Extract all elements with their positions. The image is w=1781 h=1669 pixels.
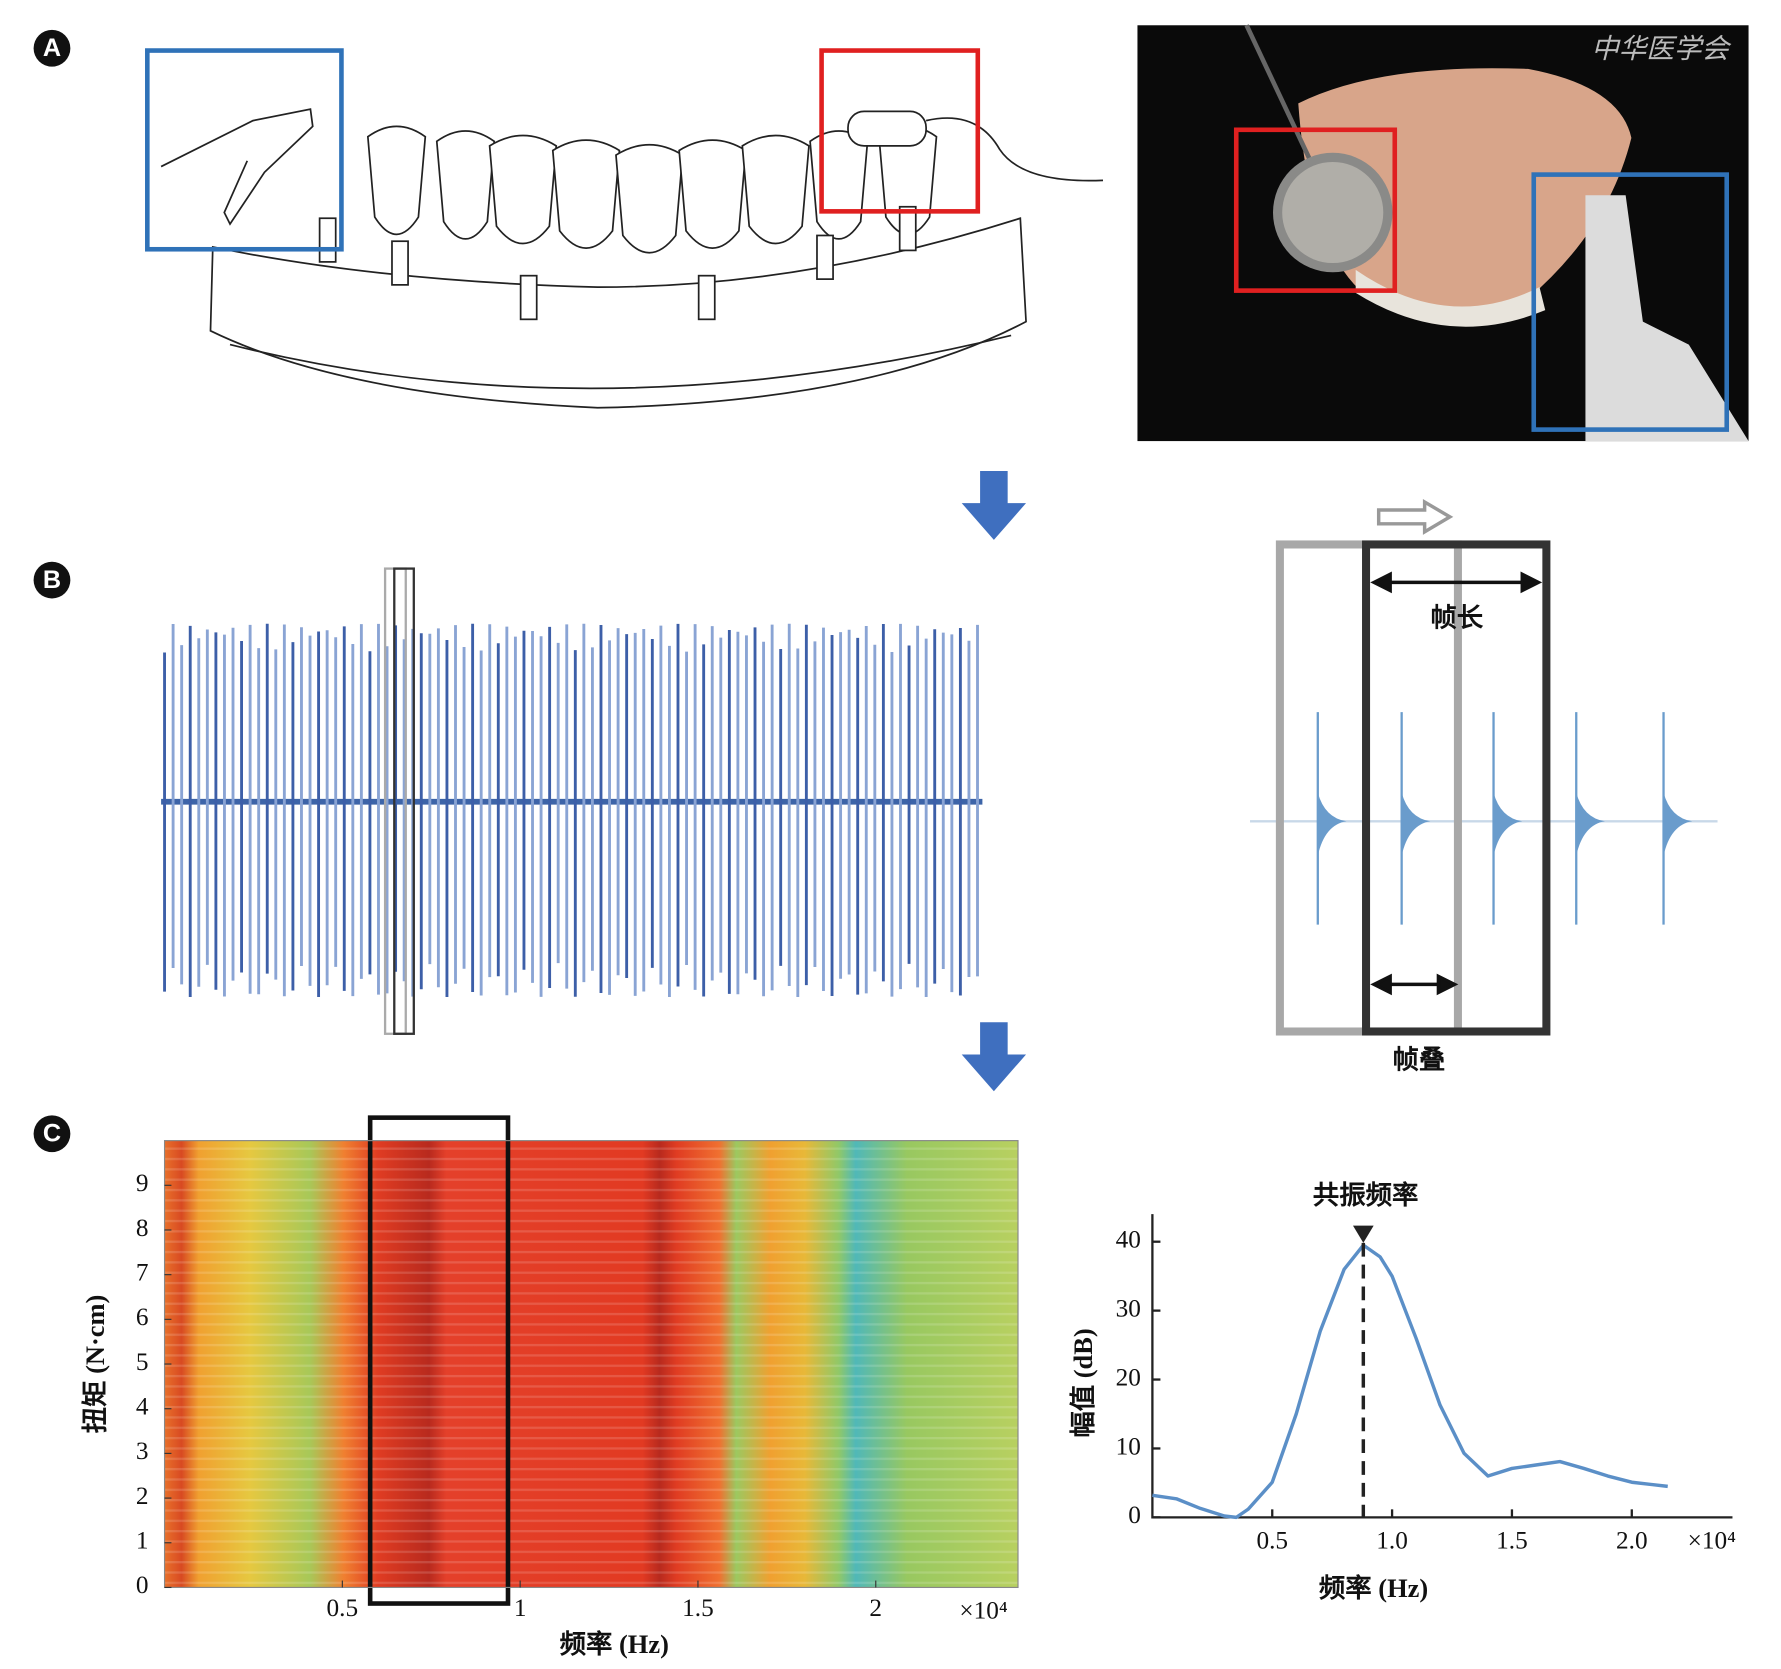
tooth [435, 130, 496, 240]
pulse-decay [1401, 792, 1431, 856]
svg-text:C: C [43, 1120, 61, 1148]
pulse-decay [1663, 792, 1693, 856]
pulse-decay [1317, 792, 1347, 856]
peak-marker [1352, 1225, 1374, 1243]
x-multiplier: ×10⁴ [1688, 1526, 1737, 1554]
panel-label: B [33, 561, 71, 599]
x-tick-label: 1.0 [1376, 1526, 1408, 1554]
implant [898, 205, 917, 252]
frame-overlap-arrow [1370, 973, 1459, 996]
tooth [366, 125, 427, 235]
y-tick-label: 9 [136, 1169, 149, 1197]
y-tick-label: 6 [136, 1303, 149, 1331]
y-tick-label: 40 [1116, 1225, 1141, 1253]
window-box [393, 567, 415, 1035]
pulse-decay [1576, 792, 1605, 856]
y-tick-label: 7 [136, 1258, 149, 1286]
shift-arrow [1376, 498, 1454, 535]
implant [816, 234, 834, 280]
panel-label: C [33, 1115, 71, 1153]
highlight-box [819, 48, 981, 214]
highlight-box [145, 48, 344, 252]
y-tick-label: 8 [136, 1214, 149, 1242]
x-axis-label: 频率 (Hz) [560, 1629, 669, 1659]
implant [519, 274, 538, 321]
watermark: 中华医学会 [1591, 33, 1732, 64]
x-tick-label: 2.0 [1616, 1526, 1648, 1554]
x-tick-label: 1.5 [1496, 1526, 1528, 1554]
y-tick-label: 3 [136, 1437, 149, 1465]
pulses [1250, 712, 1718, 925]
x-tick-label: 1.5 [682, 1594, 714, 1622]
frame-length-arrow [1370, 571, 1543, 594]
svg-text:A: A [43, 34, 61, 62]
annotation: 共振频率 [1313, 1180, 1419, 1210]
photo: 中华医学会 [1137, 24, 1749, 442]
frame-length-label: 帧长 [1430, 602, 1483, 632]
x-multiplier: ×10⁴ [959, 1597, 1008, 1625]
axes [1151, 1214, 1733, 1519]
tooth [741, 134, 810, 245]
tooth [809, 130, 869, 240]
y-axis-label: 扭矩 (N·cm) [80, 1295, 110, 1434]
y-tick-label: 5 [136, 1348, 149, 1376]
dental-drawing [160, 108, 1104, 409]
svg-text:B: B [43, 566, 61, 594]
implant [391, 240, 409, 286]
y-tick-label: 1 [136, 1527, 149, 1555]
tooth [488, 134, 558, 245]
tooth [615, 143, 684, 254]
highlight-box [1233, 127, 1398, 293]
tooth [551, 139, 621, 249]
flow-arrow [961, 470, 1027, 540]
y-tick-label: 0 [1128, 1501, 1141, 1529]
frame [1362, 540, 1551, 1036]
y-axis-label: 幅值 (dB) [1068, 1328, 1098, 1437]
y-tick-label: 4 [136, 1393, 149, 1421]
x-tick-label: 0.5 [1256, 1526, 1288, 1554]
x-tick-label: 0.5 [327, 1594, 359, 1622]
implant [697, 274, 716, 321]
waveform [161, 623, 983, 998]
panel-label: A [33, 29, 71, 67]
x-tick-label: 2 [869, 1594, 882, 1622]
implant [318, 217, 337, 263]
flow-arrow [961, 1022, 1027, 1092]
highlight-box [367, 1115, 511, 1606]
y-tick-label: 10 [1116, 1432, 1141, 1460]
tooth [678, 139, 747, 249]
spectrogram-texture [164, 1140, 1019, 1588]
x-tick-label: 1 [514, 1594, 527, 1622]
pulse-decay [1493, 792, 1523, 856]
x-axis-label: 频率 (Hz) [1319, 1573, 1428, 1603]
highlight-box [1531, 172, 1730, 432]
y-tick-label: 20 [1116, 1363, 1141, 1391]
y-tick-label: 30 [1116, 1294, 1141, 1322]
frame-overlap-label: 帧叠 [1392, 1045, 1445, 1075]
line-series [1152, 1243, 1668, 1520]
y-tick-label: 0 [136, 1571, 149, 1599]
y-tick-label: 2 [136, 1482, 149, 1510]
